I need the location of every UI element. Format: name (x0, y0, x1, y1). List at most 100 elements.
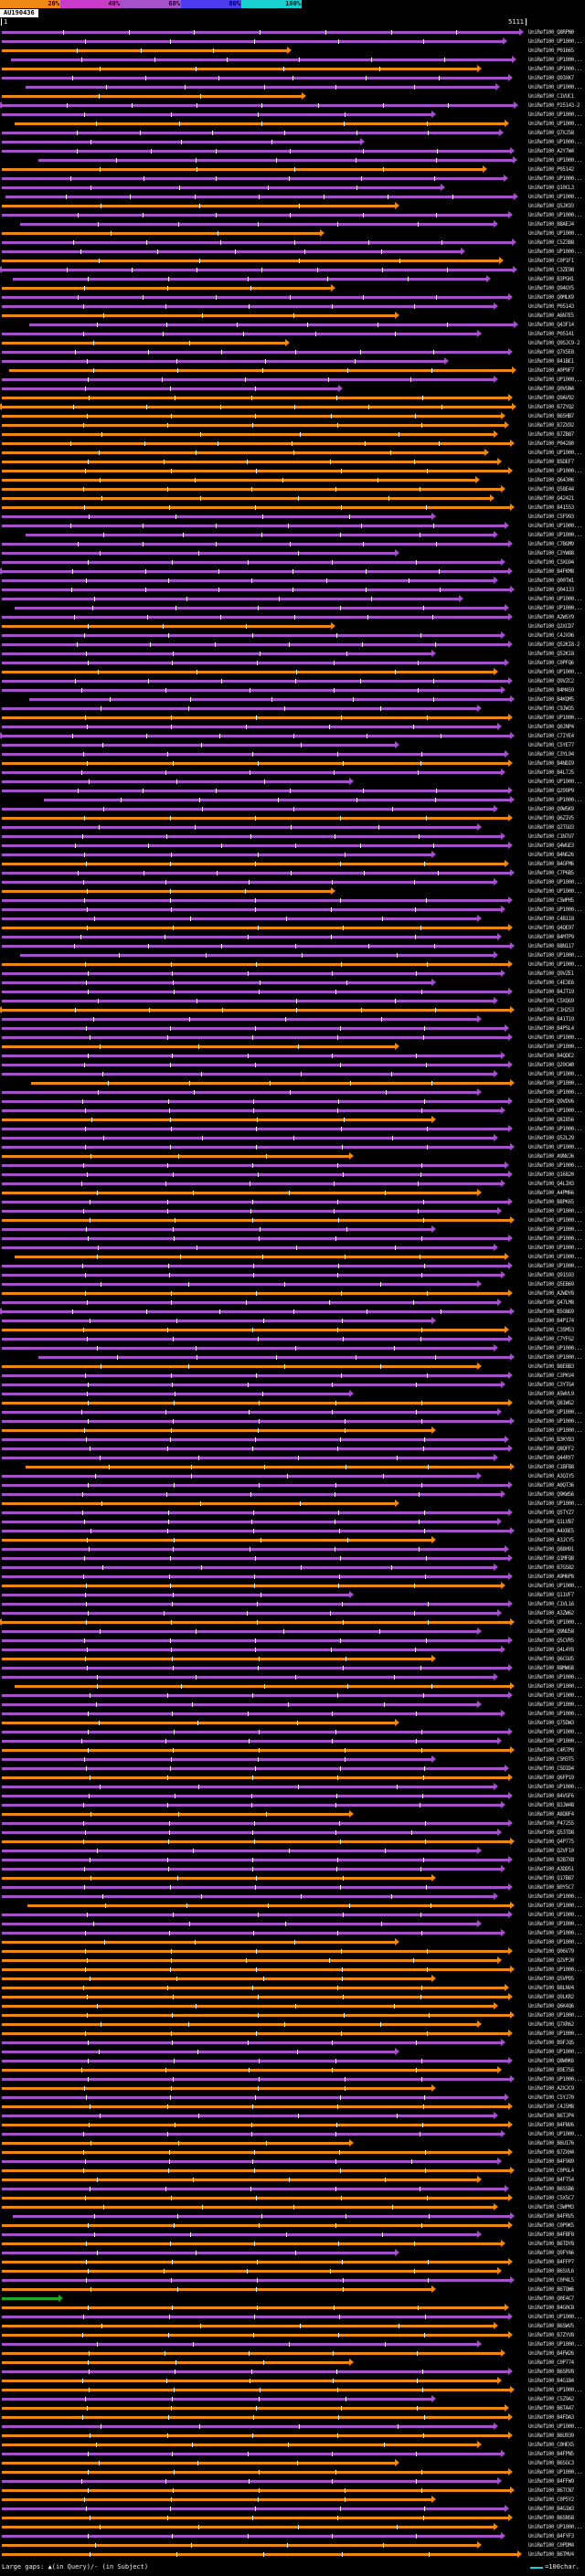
alignment-bar[interactable] (2, 1648, 501, 1651)
hit-label[interactable]: UniRef100_B6SVL6 (528, 2268, 574, 2274)
alignment-bar[interactable] (2, 150, 510, 153)
alignment-bar[interactable] (2, 634, 501, 637)
hit-label[interactable]: UniRef100_B4FNV6 (528, 2122, 574, 2128)
hit-label[interactable]: UniRef100_C3ZE98 (528, 267, 574, 273)
alignment-bar[interactable] (2, 168, 483, 171)
hit-label[interactable]: UniRef100_UP1000... (528, 1108, 583, 1114)
hit-label[interactable]: UniRef100_UP1000... (528, 1711, 583, 1717)
alignment-bar[interactable] (2, 2014, 510, 2017)
hit-label[interactable]: UniRef100_UP1000... (528, 1939, 583, 1945)
alignment-bar[interactable] (2, 2398, 431, 2401)
alignment-bar[interactable] (2, 1703, 477, 1706)
alignment-bar[interactable] (2, 479, 475, 482)
hit-label[interactable]: UniRef100_C5YE77 (528, 742, 574, 748)
alignment-bar[interactable] (2, 2178, 477, 2181)
hit-label[interactable]: UniRef100_Q52K18 (528, 651, 574, 657)
hit-label[interactable]: UniRef100_C7BGM9 (528, 541, 574, 547)
hit-label[interactable]: UniRef100_B8PK65 (528, 1199, 574, 1205)
hit-label[interactable]: UniRef100_C9JW35 (528, 705, 574, 712)
hit-label[interactable]: UniRef100_UP1000... (528, 1738, 583, 1744)
alignment-bar[interactable] (2, 790, 508, 792)
hit-label[interactable]: UniRef100_UP1000... (528, 1692, 583, 1699)
hit-label[interactable]: UniRef100_A4PM66 (528, 1190, 574, 1196)
alignment-bar[interactable] (2, 241, 512, 244)
alignment-bar[interactable] (2, 1274, 501, 1277)
hit-label[interactable]: UniRef100_Q299P9 (528, 788, 574, 794)
hit-label[interactable]: UniRef100_B6TQW6 (528, 2286, 574, 2293)
alignment-bar[interactable] (2, 2489, 510, 2492)
alignment-bar[interactable] (2, 981, 431, 984)
hit-label[interactable]: UniRef100_Q17B87 (528, 1875, 574, 1882)
hit-label[interactable]: UniRef100_P04280 (528, 440, 574, 447)
alignment-bar[interactable] (2, 2325, 494, 2327)
alignment-bar[interactable] (2, 333, 477, 335)
alignment-bar[interactable] (26, 1466, 510, 1468)
hit-label[interactable]: UniRef100_Q7XR62 (528, 2021, 574, 2028)
hit-label[interactable]: UniRef100_Q4LIH3 (528, 1181, 574, 1187)
alignment-bar[interactable] (2, 1118, 431, 1121)
alignment-bar[interactable] (2, 1621, 510, 1624)
alignment-bar[interactable] (2, 927, 508, 929)
alignment-bar[interactable] (2, 461, 497, 463)
hit-label[interactable]: UniRef100_Q0VGN4 (528, 386, 574, 392)
alignment-bar[interactable] (2, 2343, 477, 2346)
alignment-bar[interactable] (11, 58, 512, 61)
alignment-bar[interactable] (2, 1219, 510, 1222)
hit-label[interactable]: UniRef100_UP1000... (528, 1418, 583, 1425)
alignment-bar[interactable] (2, 2334, 508, 2337)
alignment-bar[interactable] (2, 2297, 58, 2300)
hit-label[interactable]: UniRef100_Q6FP19 (528, 1775, 574, 1781)
hit-label[interactable]: UniRef100_Q9SJC9-2 (528, 340, 580, 346)
hit-label[interactable]: UniRef100_B8LNV4 (528, 1985, 574, 1991)
hit-label[interactable]: UniRef100_A3JCY5 (528, 1537, 574, 1543)
hit-label[interactable]: UniRef100_UP1000... (528, 1409, 583, 1415)
hit-label[interactable]: UniRef100_UP1000... (528, 1729, 583, 1735)
hit-label[interactable]: UniRef100_Q9LKR2 (528, 1994, 574, 2000)
hit-label[interactable]: UniRef100_C5Z3B8 (528, 239, 574, 246)
alignment-bar[interactable] (2, 1009, 510, 1012)
hit-label[interactable]: UniRef100_C5YJ70 (528, 2094, 574, 2101)
hit-label[interactable]: UniRef100_UP1000... (528, 1044, 583, 1050)
hit-label[interactable]: UniRef100_B6SRV8 (528, 2369, 574, 2375)
hit-label[interactable]: UniRef100_B41BE1 (528, 358, 574, 365)
alignment-bar[interactable] (2, 2517, 508, 2519)
hit-label[interactable]: UniRef100_C3SM53 (528, 1327, 574, 1333)
alignment-bar[interactable] (2, 1694, 508, 1697)
hit-label[interactable]: UniRef100_Q4QE97 (528, 925, 574, 931)
hit-label[interactable]: UniRef100_UP1000... (528, 952, 583, 959)
alignment-bar[interactable] (2, 1393, 349, 1395)
alignment-bar[interactable] (2, 1539, 431, 1542)
hit-label[interactable]: UniRef100_UP1000... (528, 2030, 583, 2037)
alignment-bar[interactable] (2, 1128, 508, 1130)
alignment-bar[interactable] (2, 1758, 431, 1761)
hit-label[interactable]: UniRef100_A0QT36 (528, 1482, 574, 1489)
alignment-bar[interactable] (2, 1201, 508, 1203)
alignment-bar[interactable] (2, 2316, 508, 2318)
alignment-bar[interactable] (2, 1164, 505, 1167)
alignment-bar[interactable] (2, 1895, 494, 1898)
hit-label[interactable]: UniRef100_C4B118 (528, 916, 574, 922)
alignment-bar[interactable] (2, 104, 514, 107)
hit-label[interactable]: UniRef100_C3PKV4 (528, 1373, 574, 1379)
alignment-bar[interactable] (2, 1603, 508, 1606)
hit-label[interactable]: UniRef100_UP1000... (528, 1245, 583, 1251)
alignment-bar[interactable] (2, 515, 431, 518)
alignment-bar[interactable] (2, 917, 477, 920)
alignment-bar[interactable] (2, 625, 331, 628)
hit-label[interactable]: UniRef100_UP1000... (528, 669, 583, 675)
hit-label[interactable]: UniRef100_P05141 (528, 331, 574, 337)
alignment-bar[interactable] (2, 2526, 494, 2528)
hit-label[interactable]: UniRef100_UP1000... (528, 2469, 583, 2475)
hit-label[interactable]: UniRef100_Q53TD8 (528, 1829, 574, 1836)
alignment-bar[interactable] (2, 1850, 477, 1852)
hit-label[interactable]: UniRef100_C0P4L5 (528, 2277, 574, 2284)
alignment-bar[interactable] (2, 908, 501, 911)
hit-label[interactable]: UniRef100_UP1000... (528, 2012, 583, 2019)
alignment-bar[interactable] (15, 607, 505, 610)
alignment-bar[interactable] (2, 1283, 477, 1286)
alignment-bar[interactable] (2, 1502, 395, 1505)
hit-label[interactable]: UniRef100_B4NG26 (528, 852, 574, 858)
hit-label[interactable]: UniRef100_Q16820 (528, 1171, 574, 1178)
alignment-bar[interactable] (2, 2498, 431, 2501)
hit-label[interactable]: UniRef100_C1H2S3 (528, 1007, 574, 1013)
